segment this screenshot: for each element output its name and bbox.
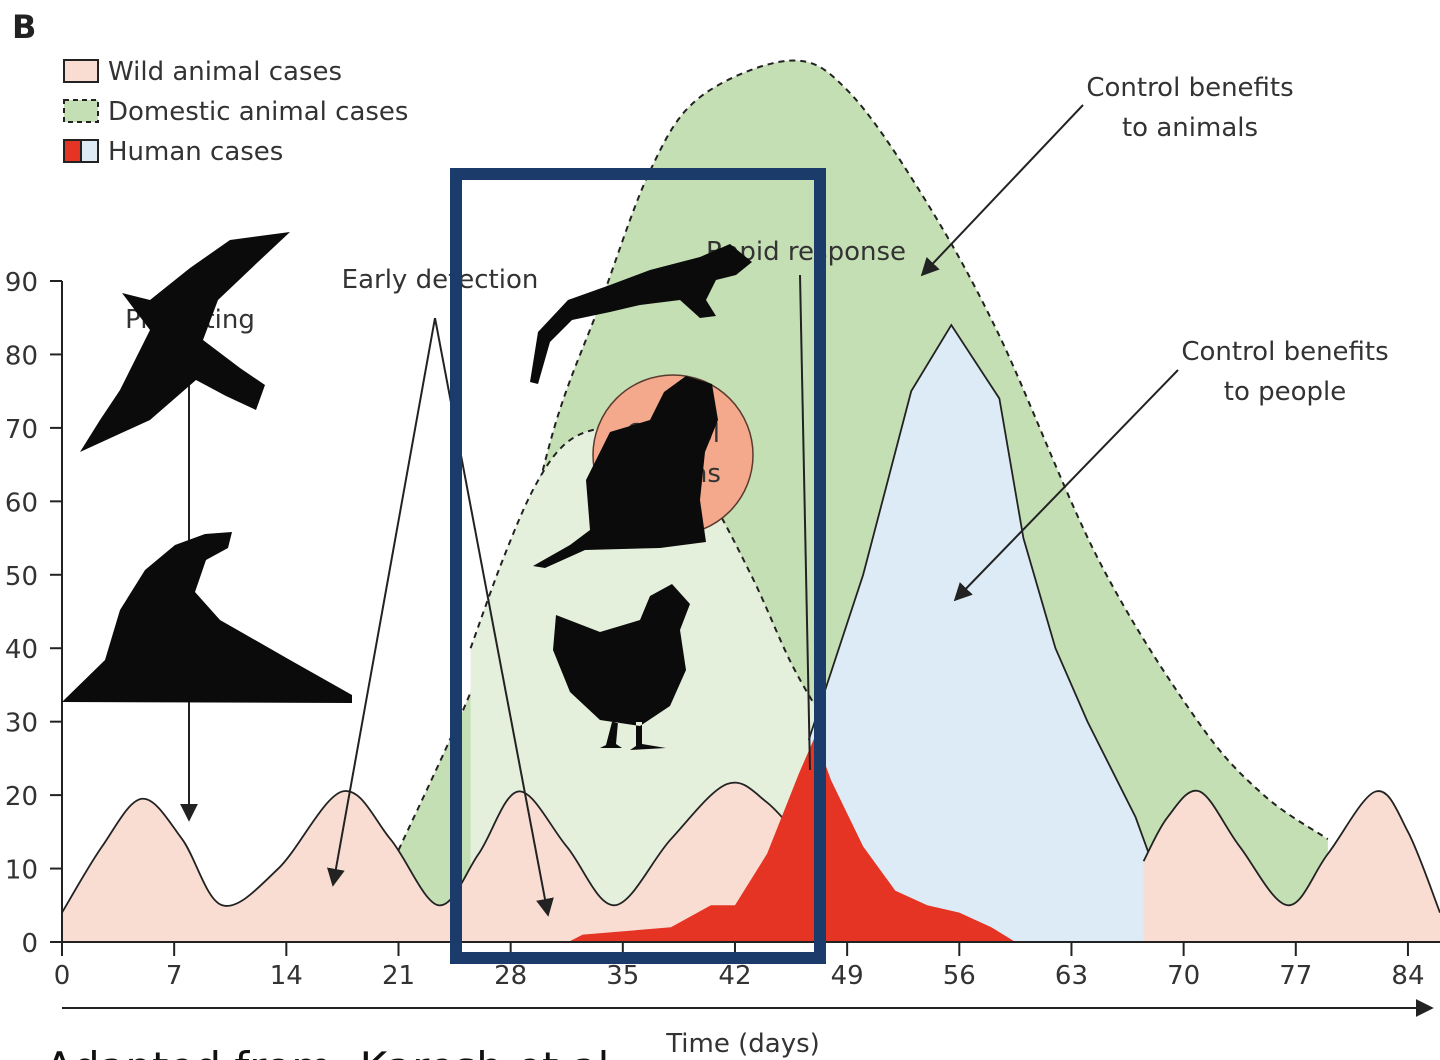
silhouettes (62, 232, 752, 750)
y-tick-label: 40 (5, 635, 38, 665)
area-fill (62, 782, 808, 942)
area-outline (1142, 789, 1440, 913)
cat-icon (533, 376, 718, 568)
sea-lion-icon (62, 532, 352, 703)
x-tick-label: 49 (831, 961, 864, 991)
legend-label: Human cases (108, 137, 283, 167)
arrow (953, 369, 1179, 602)
y-tick-label: 30 (5, 709, 38, 739)
axes: 0 10 20 30 40 50 60 70 80 90 0 7 14 21 28 35 42 49 56 63 70 7… (5, 268, 1440, 991)
annotation: Control benefits (1086, 73, 1293, 103)
legend: Wild animal cases Domestic animal cases Hu… (63, 57, 408, 167)
area-outline (397, 59, 1329, 851)
x-tick-label: 14 (270, 961, 303, 991)
x-axis-label: Time (days) (665, 1029, 820, 1059)
annotation: Control benefits (1181, 337, 1388, 367)
area-fill (568, 736, 1016, 942)
y-tick-label: 20 (5, 782, 38, 812)
panel-label: B (12, 8, 36, 46)
arrow (920, 104, 1084, 277)
x-tick-label: 28 (494, 961, 527, 991)
area-outline (61, 781, 808, 914)
x-tick-label: 77 (1279, 961, 1312, 991)
plot-areas (61, 59, 1440, 943)
area-fill (808, 325, 1424, 943)
x-tick-label: 21 (382, 961, 415, 991)
x-tick-label: 56 (943, 961, 976, 991)
legend-swatch (63, 139, 82, 163)
bird-icon (80, 232, 290, 452)
legend-swatch (63, 59, 99, 83)
annotation: to animals (1122, 113, 1258, 143)
area-fill (1143, 790, 1440, 942)
x-tick-label: 35 (606, 961, 639, 991)
chicken-icon (553, 584, 690, 750)
x-tick-label: 70 (1167, 961, 1200, 991)
annotation: Early detection (342, 265, 539, 295)
x-tick-label: 0 (54, 961, 71, 991)
source-note: Adapted from: Karesh et al. (45, 1043, 623, 1060)
y-tick-label: 50 (5, 562, 38, 592)
y-tick-label: 10 (5, 856, 38, 886)
y-tick-label: 0 (21, 929, 38, 959)
y-tick-label: 90 (5, 268, 38, 298)
y-tick-label: 60 (5, 488, 38, 518)
arrow (799, 274, 811, 771)
x-tick-label: 7 (166, 961, 183, 991)
legend-label: Domestic animal cases (108, 97, 408, 127)
y-tick-label: 70 (5, 415, 38, 445)
x-tick-label: 84 (1391, 961, 1424, 991)
annotation: to people (1224, 377, 1347, 407)
arrow (327, 317, 436, 887)
legend-swatch (80, 139, 99, 163)
weasel-icon (530, 244, 752, 384)
highlight-box (450, 168, 826, 964)
y-tick-label: 80 (5, 341, 38, 371)
legend-label: Wild animal cases (108, 57, 342, 87)
legend-swatch (63, 99, 99, 123)
x-tick-label: 63 (1055, 961, 1088, 991)
x-tick-label: 42 (718, 961, 751, 991)
